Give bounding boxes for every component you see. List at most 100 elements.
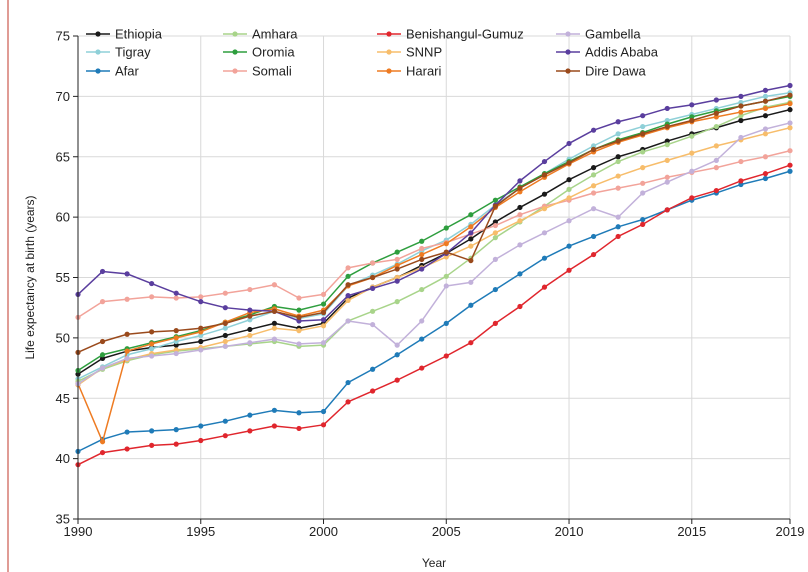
data-point-ethiopia	[492, 219, 498, 225]
legend-item-addis-ababa: Addis Ababa	[556, 45, 659, 60]
data-point-dire-dawa	[762, 98, 769, 104]
legend-label-benishangul-gumuz: Benishangul-Gumuz	[406, 27, 524, 42]
data-point-addis-ababa	[394, 278, 400, 284]
data-point-afar	[615, 224, 621, 230]
data-point-gambella	[517, 242, 523, 248]
data-point-afar	[419, 336, 425, 342]
legend-label-addis-ababa: Addis Ababa	[585, 45, 659, 60]
data-point-gambella	[541, 230, 548, 236]
data-point-somali	[296, 295, 302, 301]
data-point-snnp	[713, 143, 719, 149]
data-point-benishangul-gumuz	[468, 340, 474, 346]
data-point-oromia	[468, 212, 474, 218]
series-line-oromia	[77, 95, 791, 372]
data-point-benishangul-gumuz	[99, 449, 106, 456]
data-point-dire-dawa	[664, 123, 670, 130]
data-point-somali	[640, 180, 646, 186]
data-point-benishangul-gumuz	[590, 251, 597, 258]
data-point-ethiopia	[247, 326, 253, 333]
legend-item-amhara: Amhara	[223, 27, 298, 42]
legend: Ethiopia Tigray Afar Amhara Oromia Somali Beni…	[86, 27, 659, 79]
data-point-harari	[419, 251, 425, 258]
data-point-dire-dawa	[738, 103, 744, 109]
data-point-afar	[173, 427, 179, 433]
data-point-somali	[492, 222, 498, 229]
data-point-dire-dawa	[345, 282, 351, 288]
data-point-ethiopia	[787, 107, 793, 113]
data-point-somali	[247, 286, 253, 293]
legend-item-afar: Afar	[86, 64, 140, 79]
data-point-snnp	[468, 243, 474, 249]
data-point-dire-dawa	[222, 320, 228, 326]
data-point-addis-ababa	[689, 102, 695, 108]
data-point-dire-dawa	[370, 274, 376, 281]
data-point-somali	[173, 295, 179, 301]
data-point-somali	[124, 296, 130, 302]
data-point-dire-dawa	[198, 325, 204, 331]
data-point-benishangul-gumuz	[222, 433, 228, 439]
data-point-snnp	[394, 274, 400, 281]
legend-item-dire-dawa: Dire Dawa	[556, 64, 646, 79]
series-dire-dawa	[75, 92, 793, 355]
data-point-benishangul-gumuz	[198, 437, 204, 444]
data-point-harari	[149, 341, 155, 347]
data-point-afar	[394, 352, 400, 358]
data-point-oromia	[99, 352, 106, 358]
data-point-somali	[222, 290, 228, 296]
x-tick-label: 2000	[309, 524, 338, 539]
legend-label-oromia: Oromia	[252, 45, 295, 60]
y-tick-label: 50	[56, 330, 70, 345]
data-point-benishangul-gumuz	[787, 162, 793, 168]
x-tick-label: 2005	[432, 524, 461, 539]
data-point-addis-ababa	[124, 271, 130, 277]
data-point-addis-ababa	[517, 178, 523, 184]
series-harari	[75, 101, 793, 445]
series-line-gambella	[77, 122, 791, 385]
data-point-amhara	[640, 149, 646, 155]
data-point-ethiopia	[541, 191, 548, 197]
data-point-afar	[124, 429, 130, 435]
data-point-gambella	[222, 343, 228, 349]
data-point-snnp	[517, 218, 523, 224]
data-point-gambella	[492, 256, 498, 262]
legend-label-amhara: Amhara	[252, 27, 298, 42]
data-point-dire-dawa	[149, 329, 155, 335]
data-point-dire-dawa	[713, 110, 719, 116]
data-point-addis-ababa	[640, 113, 646, 119]
data-point-somali	[99, 299, 106, 305]
legend-marker-dire-dawa	[565, 68, 571, 74]
data-point-afar	[247, 412, 253, 418]
data-point-addis-ababa	[590, 127, 597, 133]
data-point-tigray	[738, 99, 744, 106]
data-point-benishangul-gumuz	[345, 399, 351, 405]
data-point-addis-ababa	[664, 105, 670, 112]
x-axis-title: Year	[422, 556, 446, 570]
data-point-snnp	[541, 206, 548, 212]
x-tick-label: 2019	[776, 524, 805, 539]
data-point-oromia	[689, 114, 695, 120]
data-point-gambella	[296, 341, 302, 347]
data-point-somali	[615, 185, 621, 191]
data-point-dire-dawa	[443, 249, 449, 255]
series-line-somali	[77, 149, 791, 318]
data-point-gambella	[615, 214, 621, 220]
series-line-amhara	[77, 101, 791, 383]
data-point-snnp	[271, 325, 278, 331]
data-point-benishangul-gumuz	[370, 388, 376, 394]
data-point-benishangul-gumuz	[615, 233, 621, 240]
series-line-snnp	[77, 127, 791, 386]
series-layer	[75, 82, 793, 468]
data-point-somali	[370, 260, 376, 266]
data-point-addis-ababa	[198, 299, 204, 305]
data-point-ethiopia	[468, 236, 474, 242]
data-point-somali	[517, 212, 523, 218]
data-point-afar	[149, 428, 155, 434]
data-point-benishangul-gumuz	[394, 377, 400, 383]
data-point-amhara	[713, 123, 719, 130]
legend-marker-benishangul-gumuz	[386, 31, 392, 37]
data-point-benishangul-gumuz	[443, 353, 449, 359]
data-point-somali	[664, 174, 670, 180]
data-point-addis-ababa	[99, 268, 106, 275]
data-point-somali	[198, 294, 204, 300]
data-point-harari	[468, 224, 474, 230]
